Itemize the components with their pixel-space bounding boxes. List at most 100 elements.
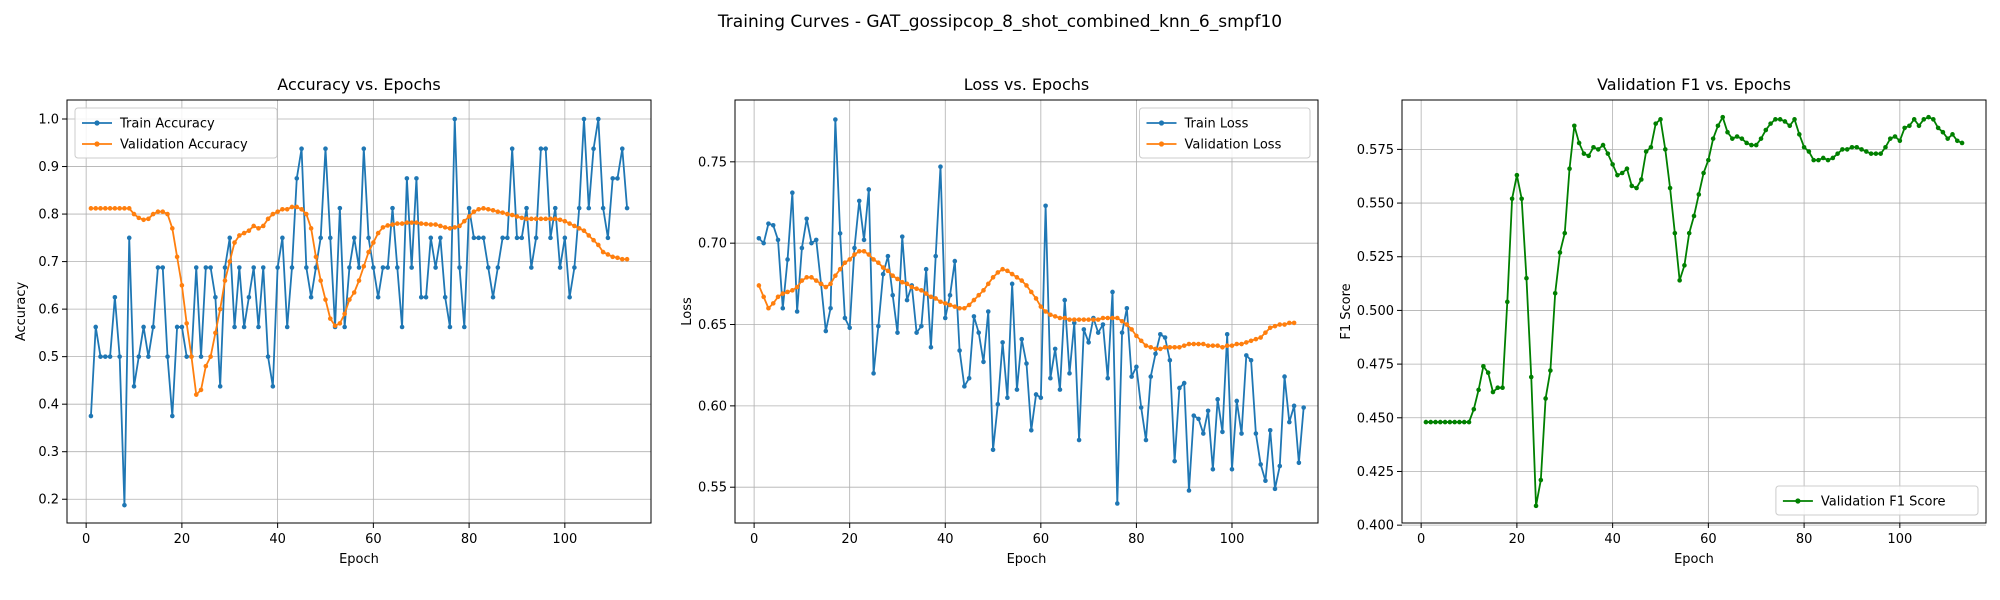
data-point <box>1935 125 1941 131</box>
data-point <box>1849 144 1855 150</box>
data-point <box>761 240 766 246</box>
data-point <box>833 117 838 122</box>
data-point <box>1816 157 1821 163</box>
data-point <box>1586 153 1591 159</box>
data-point <box>619 146 625 152</box>
data-point <box>1062 297 1068 303</box>
data-point <box>107 206 113 211</box>
data-point <box>466 214 472 219</box>
data-point <box>505 235 510 241</box>
data-point <box>1481 363 1486 369</box>
y-tick-label: 0.6 <box>38 303 59 318</box>
data-point <box>385 265 391 270</box>
data-point <box>222 265 228 270</box>
data-point <box>837 231 843 236</box>
data-point <box>342 324 347 330</box>
data-point <box>981 288 986 293</box>
data-point <box>203 363 209 369</box>
data-point <box>232 240 237 245</box>
data-point <box>947 292 953 298</box>
data-point <box>304 211 309 217</box>
x-axis-label: Epoch <box>339 552 379 567</box>
data-point <box>1572 123 1577 129</box>
data-point <box>1215 343 1220 348</box>
y-tick-label: 0.55 <box>698 481 727 496</box>
data-point <box>615 176 620 181</box>
data-point <box>1143 437 1149 443</box>
data-point <box>871 371 876 376</box>
data-point <box>1643 149 1649 154</box>
data-point <box>1667 185 1673 191</box>
data-point <box>256 226 261 231</box>
y-tick-label: 0.575 <box>1357 143 1394 158</box>
data-point <box>1447 419 1453 425</box>
data-point <box>880 265 886 270</box>
data-point <box>576 226 582 231</box>
data-point <box>1005 268 1010 274</box>
data-point <box>1490 389 1496 395</box>
data-point <box>1258 335 1263 340</box>
data-point <box>1043 203 1048 209</box>
data-point <box>227 235 233 241</box>
data-point <box>1696 192 1702 197</box>
figure-title: Training Curves - GAT_gossipcop_8_shot_c… <box>717 12 1283 32</box>
data-point <box>1763 127 1769 133</box>
data-point <box>1825 157 1831 163</box>
data-point <box>770 222 776 228</box>
data-point <box>586 233 592 238</box>
data-point <box>409 220 414 225</box>
data-point <box>1820 155 1826 161</box>
data-point <box>842 315 848 321</box>
data-point <box>1267 325 1273 331</box>
data-point <box>813 278 819 283</box>
data-point <box>237 265 242 270</box>
data-point <box>265 216 271 222</box>
data-point <box>933 296 938 301</box>
data-point <box>1263 330 1268 335</box>
data-point <box>1291 320 1297 326</box>
data-point <box>414 220 419 225</box>
data-point <box>1000 340 1005 345</box>
data-point <box>131 384 137 389</box>
data-point <box>567 294 572 300</box>
data-point <box>1720 114 1726 120</box>
data-point <box>1485 370 1491 376</box>
data-point <box>1787 123 1793 129</box>
data-point <box>1543 396 1548 401</box>
data-point <box>1691 213 1697 219</box>
data-point <box>1177 344 1182 350</box>
data-point <box>1081 317 1087 322</box>
series-line <box>758 118 1305 505</box>
data-point <box>418 294 424 300</box>
data-point <box>1830 155 1836 161</box>
data-point <box>308 294 314 300</box>
data-point <box>1153 346 1158 352</box>
data-point <box>1229 343 1235 348</box>
data-point <box>856 198 862 204</box>
data-point <box>366 249 371 255</box>
data-point <box>1196 416 1201 422</box>
data-point <box>1201 431 1206 436</box>
x-tick-label: 20 <box>174 532 191 547</box>
data-point <box>1500 385 1505 391</box>
data-point <box>1677 278 1682 283</box>
data-point <box>895 276 900 282</box>
data-point <box>1610 162 1615 167</box>
data-point <box>1158 346 1163 352</box>
data-point <box>1071 320 1077 326</box>
data-point <box>804 216 809 222</box>
data-point <box>294 176 300 181</box>
data-point <box>462 218 467 224</box>
data-point <box>1009 271 1015 277</box>
data-point <box>1528 374 1534 380</box>
data-point <box>1954 138 1960 144</box>
y-tick-label: 0.5 <box>38 350 59 365</box>
data-point <box>1715 123 1721 129</box>
data-point <box>1215 397 1220 402</box>
data-point <box>799 245 805 251</box>
data-point <box>1038 304 1044 309</box>
data-point <box>1658 117 1663 122</box>
data-point <box>1878 151 1883 156</box>
data-point <box>966 375 972 381</box>
data-point <box>136 215 142 221</box>
